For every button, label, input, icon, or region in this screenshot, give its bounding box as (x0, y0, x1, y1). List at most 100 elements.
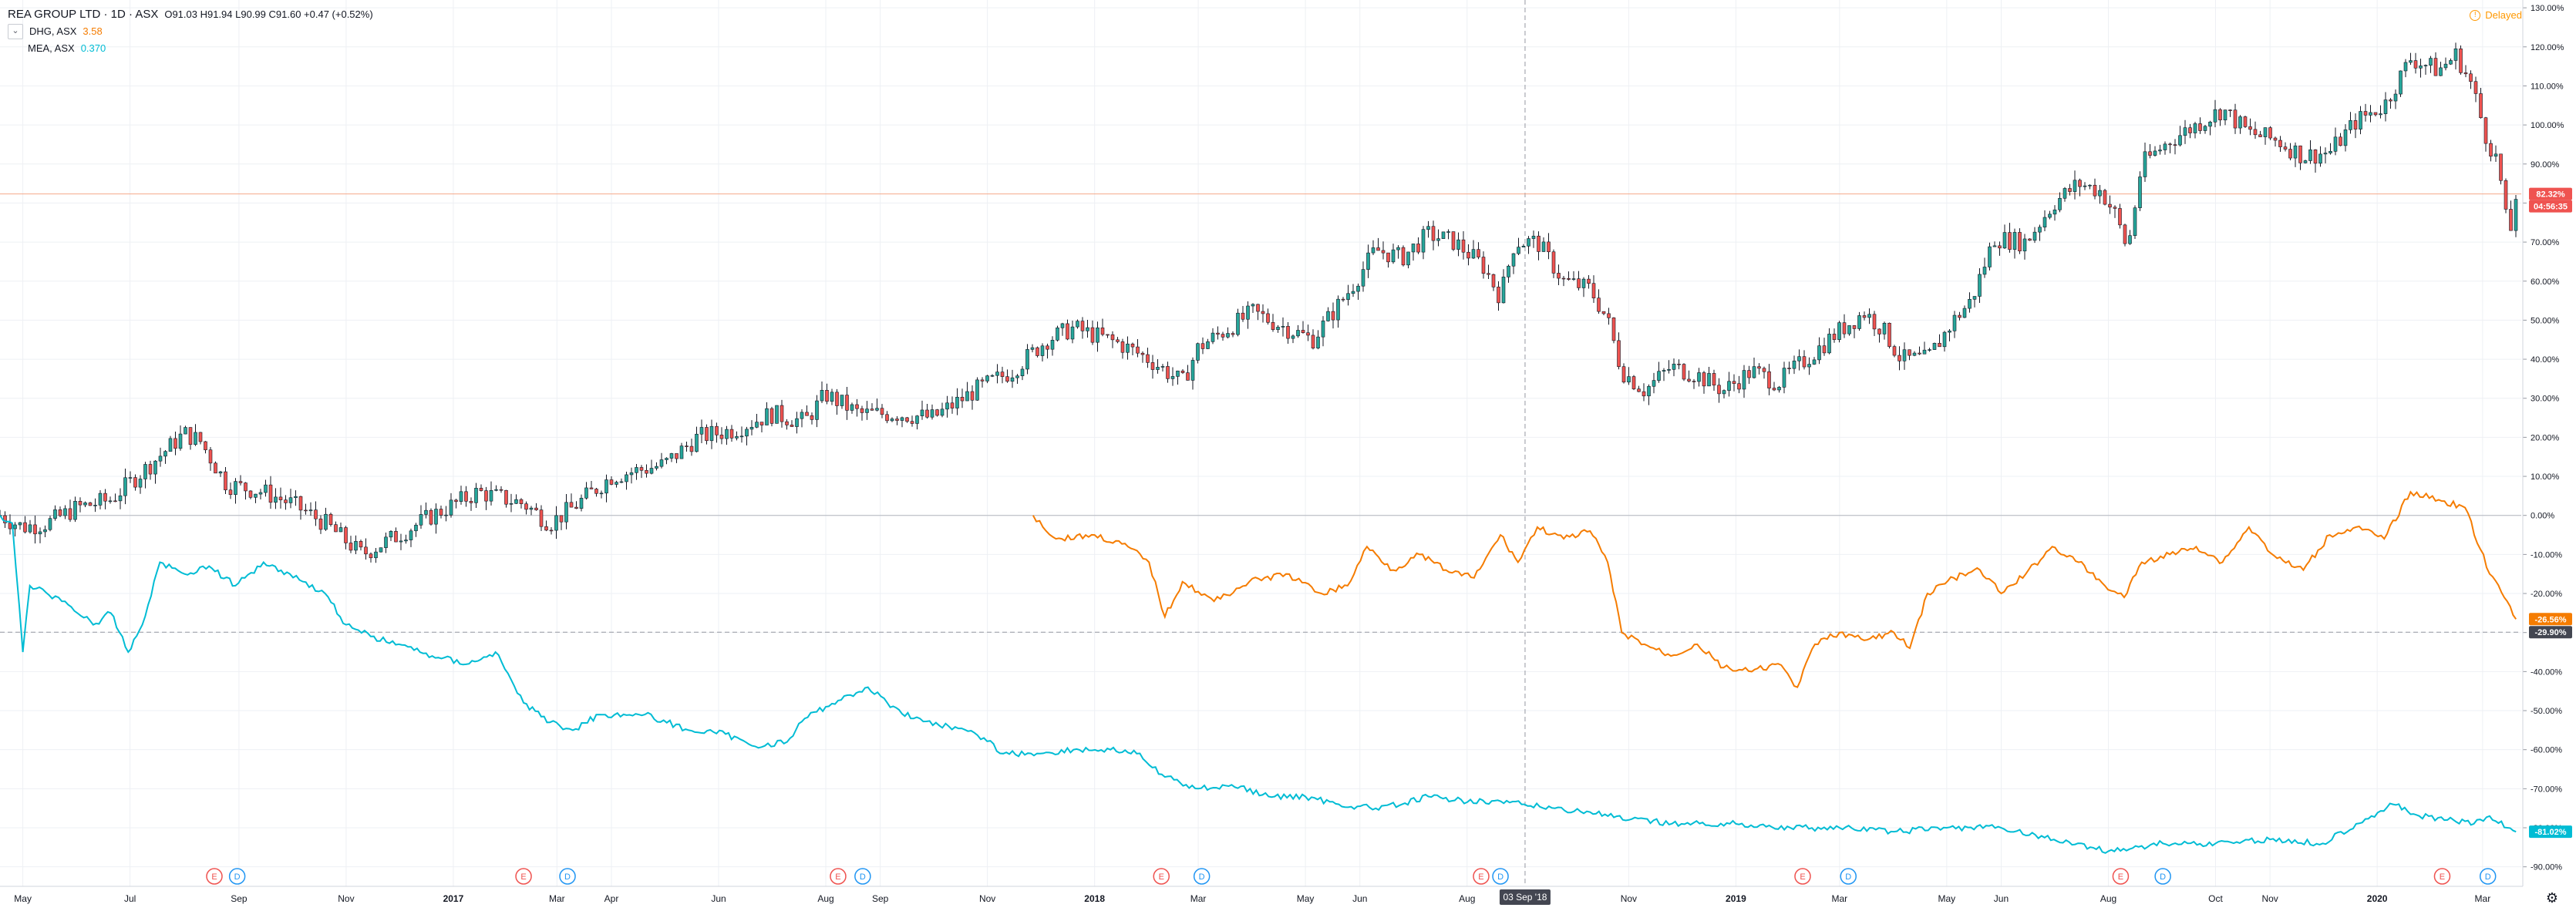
event-marker-label: E (1800, 872, 1805, 882)
candle-body (489, 490, 493, 502)
legend-compare-row-mea[interactable]: MEA, ASX 0.370 (8, 40, 373, 57)
candle-body (1782, 368, 1786, 388)
delayed-status[interactable]: ! Delayed (2470, 9, 2522, 21)
gear-icon[interactable]: ⚙ (2545, 890, 2559, 906)
event-marker-label: D (564, 872, 571, 882)
candle-body (825, 390, 829, 402)
candle-body (1842, 322, 1847, 334)
candle-body (875, 408, 879, 411)
candle-body (1908, 349, 1911, 356)
y-tick-label: -40.00% (2531, 667, 2562, 677)
candle-body (735, 436, 739, 439)
event-marker-label: D (2160, 872, 2166, 882)
candle-body (945, 402, 949, 410)
price-label: 04:56:35 (2534, 203, 2568, 212)
candle-body (354, 541, 358, 551)
candle-body (1551, 251, 1556, 274)
candle-body (1817, 345, 1821, 361)
y-tick-label: 50.00% (2531, 316, 2560, 325)
candle-body (1667, 369, 1671, 371)
earnings-marker[interactable] (2112, 868, 2130, 885)
candle-body (1261, 311, 1265, 314)
candle-body (509, 503, 514, 505)
x-tick-label: Mar (1832, 893, 1848, 904)
dividend-marker[interactable] (2154, 868, 2171, 885)
event-marker-label: E (211, 872, 217, 882)
candle-body (113, 500, 117, 503)
dividend-marker[interactable] (854, 868, 871, 885)
candle-body (2193, 123, 2197, 133)
candle-body (2128, 235, 2132, 244)
legend-main-row[interactable]: REA GROUP LTD · 1D · ASX O91.03 H91.94 L… (8, 6, 373, 23)
candle-body (1406, 251, 1410, 266)
candle-body (2363, 111, 2368, 116)
candle-body (604, 479, 608, 494)
candle-body (795, 418, 799, 427)
candle-body (1611, 318, 1616, 341)
y-tick-label: -90.00% (2531, 863, 2562, 872)
candle-body (1401, 247, 1406, 266)
compare-symbol-dhg[interactable]: DHG, ASX (29, 25, 77, 37)
candle-body (775, 405, 779, 424)
dividend-marker[interactable] (1193, 868, 1211, 885)
y-tick-label: 120.00% (2531, 43, 2564, 52)
candle-body (1030, 347, 1035, 350)
chevron-down-icon[interactable]: ⌄ (8, 24, 23, 39)
x-tick-label: Sep (872, 893, 889, 904)
earnings-marker[interactable] (1153, 868, 1170, 885)
candle-body (2288, 149, 2292, 159)
dividend-marker[interactable] (2479, 868, 2497, 885)
compare-symbol-mea[interactable]: MEA, ASX (28, 42, 75, 54)
candle-body (2243, 116, 2248, 127)
candle-body (1110, 334, 1115, 341)
candle-body (328, 513, 333, 525)
candle-body (995, 371, 999, 376)
candle-body (1286, 326, 1290, 339)
x-tick-label: Oct (2208, 893, 2223, 904)
candle-body (719, 435, 724, 439)
candle-body (645, 469, 648, 474)
dividend-marker[interactable] (1492, 868, 1509, 885)
candle-body (208, 449, 213, 464)
earnings-marker[interactable] (830, 868, 847, 885)
candle-body (1521, 245, 1526, 247)
candle-body (464, 491, 468, 502)
candle-body (1557, 273, 1561, 279)
dividend-marker[interactable] (559, 868, 576, 885)
candle-body (2133, 207, 2137, 236)
candle-body (1015, 375, 1019, 378)
candle-body (2012, 232, 2017, 250)
candle-body (925, 409, 929, 418)
candle-body (935, 409, 939, 416)
candle-body (148, 464, 153, 475)
earnings-marker[interactable] (515, 868, 532, 885)
candle-body (655, 466, 658, 469)
x-tick-label: Aug (817, 893, 833, 904)
dividend-marker[interactable] (228, 868, 246, 885)
candle-body (1847, 325, 1851, 334)
earnings-marker[interactable] (1473, 868, 1490, 885)
candle-body (2263, 127, 2268, 137)
candle-body (1366, 252, 1370, 270)
candle-body (1687, 378, 1691, 382)
candle-body (254, 493, 258, 498)
legend-compare-row-dhg[interactable]: ⌄ DHG, ASX 3.58 (8, 23, 373, 40)
candle-body (970, 391, 975, 401)
candle-body (2143, 151, 2147, 177)
candle-body (198, 432, 203, 442)
candle-body (449, 499, 453, 516)
dividend-marker[interactable] (1840, 868, 1857, 885)
main-symbol-title[interactable]: REA GROUP LTD · 1D · ASX (8, 8, 159, 21)
earnings-marker[interactable] (1794, 868, 1811, 885)
earnings-marker[interactable] (2433, 868, 2451, 885)
event-marker-label: E (520, 872, 526, 882)
candle-body (1090, 327, 1095, 343)
candle-body (63, 508, 67, 516)
candle-body (845, 395, 849, 411)
candle-body (344, 527, 348, 543)
candle-body (1301, 330, 1305, 333)
price-label-bg (2529, 825, 2572, 839)
candle-body (2399, 70, 2403, 95)
earnings-marker[interactable] (206, 868, 223, 885)
